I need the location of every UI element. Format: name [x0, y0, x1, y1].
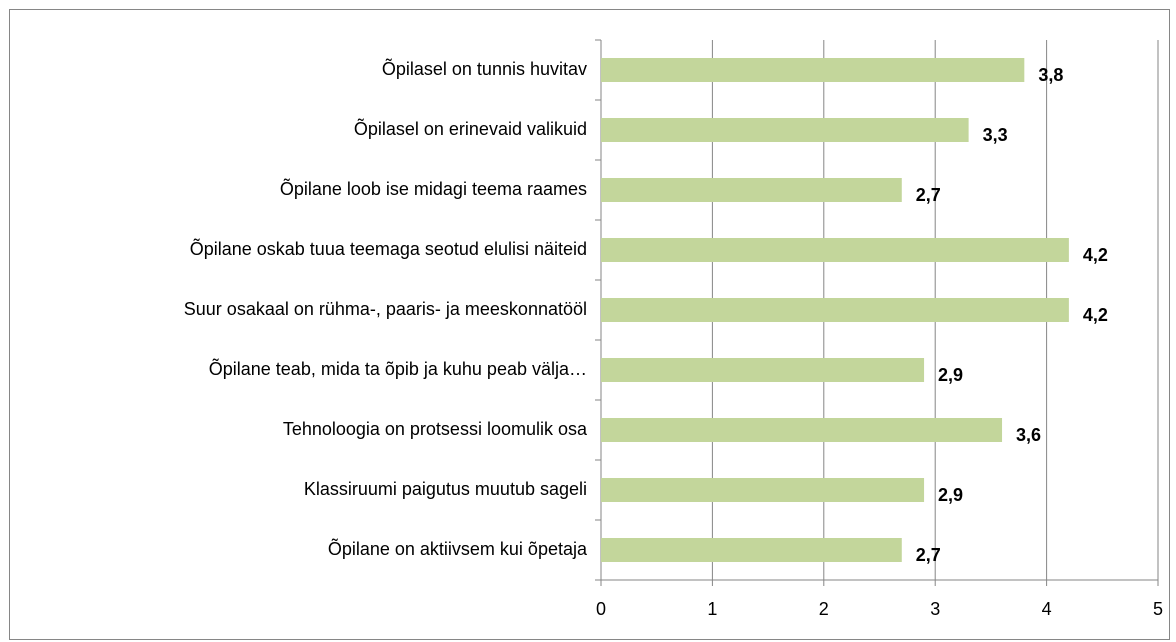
value-label: 2,9: [938, 485, 963, 505]
value-label: 4,2: [1083, 305, 1108, 325]
bar: [601, 298, 1069, 322]
y-tick-label: Õpilasel on tunnis huvitav: [382, 58, 587, 79]
bar: [601, 178, 902, 202]
x-tick-label: 5: [1153, 599, 1163, 619]
bar: [601, 478, 925, 502]
x-tick-label: 1: [707, 599, 717, 619]
y-tick-label: Õpilane teab, mida ta õpib ja kuhu peab …: [209, 358, 587, 379]
x-tick-label: 0: [596, 599, 606, 619]
value-label: 3,8: [1038, 65, 1063, 85]
chart-border: [9, 9, 1170, 640]
x-tick-label: 2: [819, 599, 829, 619]
y-tick-label: Õpilane on aktiivsem kui õpetaja: [328, 538, 588, 559]
bar: [601, 238, 1069, 262]
value-label: 2,7: [916, 185, 941, 205]
y-tick-label: Tehnoloogia on protsessi loomulik osa: [283, 419, 588, 439]
bar: [601, 538, 902, 562]
bar: [601, 58, 1025, 82]
y-tick-label: Õpilane loob ise midagi teema raames: [280, 178, 587, 199]
y-tick-label: Õpilasel on erinevaid valikuid: [354, 118, 587, 139]
bar: [601, 118, 969, 142]
value-label: 2,7: [916, 545, 941, 565]
value-label: 3,6: [1016, 425, 1041, 445]
value-label: 2,9: [938, 365, 963, 385]
x-tick-label: 4: [1042, 599, 1052, 619]
value-label: 3,3: [983, 125, 1008, 145]
y-tick-label: Klassiruumi paigutus muutub sageli: [304, 479, 587, 499]
y-tick-label: Õpilane oskab tuua teemaga seotud elulis…: [190, 238, 587, 259]
bar: [601, 358, 925, 382]
bar: [601, 418, 1003, 442]
y-tick-label: Suur osakaal on rühma-, paaris- ja meesk…: [184, 299, 587, 319]
value-label: 4,2: [1083, 245, 1108, 265]
x-tick-label: 3: [930, 599, 940, 619]
